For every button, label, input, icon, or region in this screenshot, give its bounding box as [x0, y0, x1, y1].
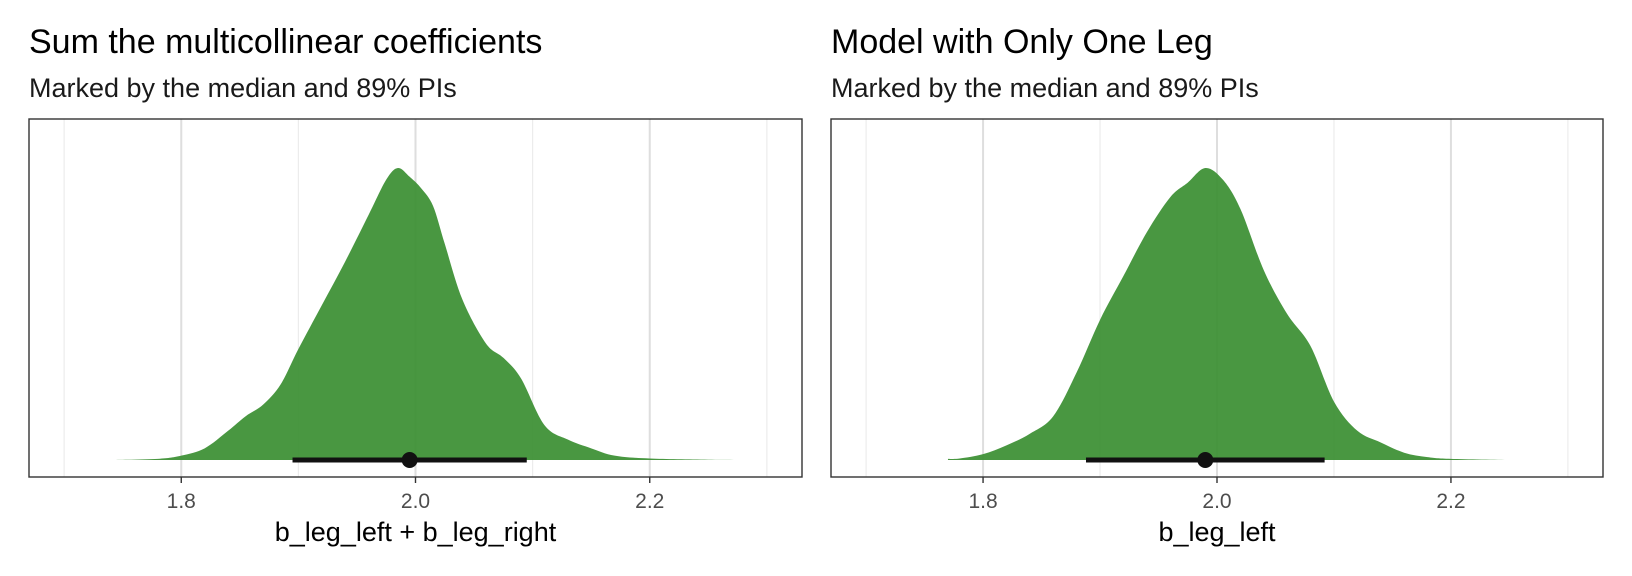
chart-panel-left: Sum the multicollinear coefficients Mark…	[28, 23, 803, 547]
chart-subtitle: Marked by the median and 89% PIs	[831, 73, 1259, 103]
density-area	[947, 167, 1510, 461]
x-axis-label: b_leg_left	[1158, 517, 1276, 547]
x-tick-label: 2.0	[1202, 490, 1231, 513]
chart-panel-right: Model with Only One Leg Marked by the me…	[830, 23, 1604, 547]
x-tick-label: 1.8	[167, 490, 196, 513]
chart-title: Sum the multicollinear coefficients	[29, 23, 542, 61]
x-tick-label: 1.8	[968, 490, 997, 513]
chart-title: Model with Only One Leg	[831, 23, 1213, 61]
x-axis-ticks: 1.8 2.0 2.2	[968, 477, 1466, 513]
median-point	[1197, 452, 1214, 468]
x-axis-ticks: 1.8 2.0 2.2	[167, 477, 664, 513]
x-tick-label: 2.2	[635, 490, 664, 513]
median-point	[401, 452, 418, 468]
x-axis-label: b_leg_left + b_leg_right	[275, 517, 557, 547]
density-area	[110, 167, 767, 460]
chart-subtitle: Marked by the median and 89% PIs	[29, 73, 457, 103]
x-tick-label: 2.2	[1436, 490, 1465, 513]
x-tick-label: 2.0	[401, 490, 430, 513]
